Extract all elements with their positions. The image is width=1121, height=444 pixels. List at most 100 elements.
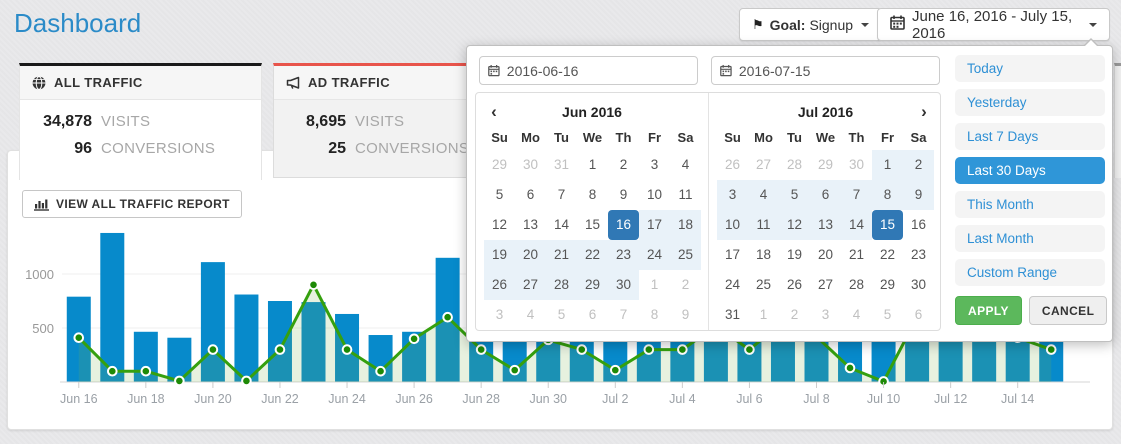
calendar-day[interactable]: 8 — [588, 187, 597, 202]
calendar-day[interactable]: 7 — [619, 307, 628, 322]
calendar-day[interactable]: 7 — [557, 187, 566, 202]
calendar-day[interactable]: 21 — [546, 240, 577, 270]
calendar-day[interactable]: 30 — [910, 277, 927, 292]
preset-this-month[interactable]: This Month — [955, 191, 1105, 218]
calendar-day[interactable]: 1 — [588, 157, 597, 172]
calendar-day[interactable]: 25 — [755, 277, 772, 292]
calendar-day[interactable]: 29 — [491, 157, 508, 172]
calendar-day[interactable]: 5 — [557, 307, 566, 322]
calendar-day-selected[interactable]: 15 — [872, 210, 903, 240]
apply-button[interactable]: APPLY — [955, 296, 1022, 325]
calendar-day[interactable]: 29 — [879, 277, 896, 292]
calendar-day[interactable]: 4 — [852, 307, 861, 322]
calendar-day[interactable]: 13 — [810, 210, 841, 240]
calendar-day[interactable]: 29 — [577, 270, 608, 300]
calendar-day[interactable]: 6 — [914, 307, 923, 322]
goal-selector-button[interactable]: ⚑ Goal: Signup — [739, 8, 883, 41]
calendar-day[interactable]: 26 — [786, 277, 803, 292]
calendar-day[interactable]: 18 — [755, 247, 772, 262]
calendar-day[interactable]: 14 — [553, 217, 570, 232]
calendar-day[interactable]: 24 — [724, 277, 741, 292]
calendar-day[interactable]: 19 — [484, 240, 515, 270]
calendar-day[interactable]: 1 — [872, 150, 903, 180]
calendar-day[interactable]: 16 — [910, 217, 927, 232]
calendar-day[interactable]: 31 — [724, 307, 741, 322]
calendar-day[interactable]: 19 — [786, 247, 803, 262]
calendar-day[interactable]: 12 — [779, 210, 810, 240]
preset-today[interactable]: Today — [955, 55, 1105, 82]
cancel-button[interactable]: CANCEL — [1028, 296, 1108, 325]
calendar-day[interactable]: 3 — [717, 180, 748, 210]
calendar-day[interactable]: 17 — [724, 247, 741, 262]
calendar-day[interactable]: 25 — [670, 240, 701, 270]
calendar-day[interactable]: 27 — [817, 277, 834, 292]
calendar-day[interactable]: 31 — [553, 157, 570, 172]
calendar-day[interactable]: 14 — [841, 210, 872, 240]
calendar-day[interactable]: 5 — [495, 187, 504, 202]
calendar-day[interactable]: 30 — [608, 270, 639, 300]
calendar-day[interactable]: 1 — [650, 277, 659, 292]
calendar-day[interactable]: 20 — [515, 240, 546, 270]
calendar-day[interactable]: 9 — [619, 187, 628, 202]
calendar-day[interactable]: 17 — [639, 210, 670, 240]
preset-last-month[interactable]: Last Month — [955, 225, 1105, 252]
calendar-day[interactable]: 3 — [821, 307, 830, 322]
calendar-day[interactable]: 4 — [526, 307, 535, 322]
calendar-day-selected[interactable]: 16 — [608, 210, 639, 240]
end-date-input[interactable] — [738, 62, 931, 79]
calendar-day[interactable]: 13 — [522, 217, 539, 232]
calendar-day[interactable]: 26 — [724, 157, 741, 172]
calendar-day[interactable]: 24 — [639, 240, 670, 270]
calendar-day[interactable]: 28 — [546, 270, 577, 300]
calendar-day[interactable]: 30 — [848, 157, 865, 172]
calendar-day[interactable]: 4 — [748, 180, 779, 210]
calendar-day[interactable]: 6 — [526, 187, 535, 202]
calendar-day[interactable]: 6 — [810, 180, 841, 210]
calendar-day[interactable]: 4 — [681, 157, 690, 172]
calendar-day[interactable]: 2 — [790, 307, 799, 322]
all-traffic-card[interactable]: ALL TRAFFIC 34,878 VISITS 96 CONVERSIONS — [19, 63, 262, 180]
start-date-input[interactable] — [506, 62, 689, 79]
calendar-day[interactable]: 5 — [883, 307, 892, 322]
next-month-icon[interactable]: › — [921, 101, 927, 121]
calendar-day[interactable]: 3 — [495, 307, 504, 322]
calendar-day[interactable]: 21 — [848, 247, 865, 262]
calendar-day[interactable]: 8 — [650, 307, 659, 322]
calendar-day[interactable]: 11 — [678, 187, 693, 202]
calendar-day[interactable]: 27 — [755, 157, 772, 172]
calendar-day[interactable]: 7 — [841, 180, 872, 210]
calendar-day[interactable]: 18 — [670, 210, 701, 240]
calendar-day[interactable]: 8 — [872, 180, 903, 210]
calendar-day[interactable]: 22 — [577, 240, 608, 270]
prev-month-icon[interactable]: ‹ — [491, 101, 497, 121]
calendar-day[interactable]: 11 — [748, 210, 779, 240]
calendar-day[interactable]: 9 — [681, 307, 690, 322]
calendar-day[interactable]: 15 — [584, 217, 601, 232]
preset-last-30-days[interactable]: Last 30 Days — [955, 157, 1105, 184]
calendar-day[interactable]: 5 — [779, 180, 810, 210]
preset-last-7-days[interactable]: Last 7 Days — [955, 123, 1105, 150]
calendar-day[interactable]: 10 — [717, 210, 748, 240]
calendar-day[interactable]: 2 — [681, 277, 690, 292]
calendar-day[interactable]: 29 — [817, 157, 834, 172]
calendar-day[interactable]: 6 — [588, 307, 597, 322]
calendar-day[interactable]: 26 — [484, 270, 515, 300]
calendar-day[interactable]: 23 — [910, 247, 927, 262]
calendar-day[interactable]: 27 — [515, 270, 546, 300]
preset-custom-range[interactable]: Custom Range — [955, 259, 1105, 286]
calendar-day[interactable]: 23 — [608, 240, 639, 270]
calendar-day[interactable]: 9 — [903, 180, 934, 210]
calendar-day[interactable]: 2 — [903, 150, 934, 180]
calendar-day[interactable]: 3 — [650, 157, 659, 172]
calendar-day[interactable]: 2 — [619, 157, 628, 172]
calendar-day[interactable]: 20 — [817, 247, 834, 262]
calendar-day[interactable]: 12 — [491, 217, 508, 232]
preset-yesterday[interactable]: Yesterday — [955, 89, 1105, 116]
calendar-day[interactable]: 30 — [522, 157, 539, 172]
view-all-traffic-report-button[interactable]: VIEW ALL TRAFFIC REPORT — [22, 190, 242, 218]
date-range-button[interactable]: June 16, 2016 - July 15, 2016 — [877, 8, 1110, 42]
calendar-day[interactable]: 28 — [848, 277, 865, 292]
calendar-day[interactable]: 22 — [879, 247, 896, 262]
calendar-day[interactable]: 10 — [646, 187, 663, 202]
calendar-day[interactable]: 28 — [786, 157, 803, 172]
